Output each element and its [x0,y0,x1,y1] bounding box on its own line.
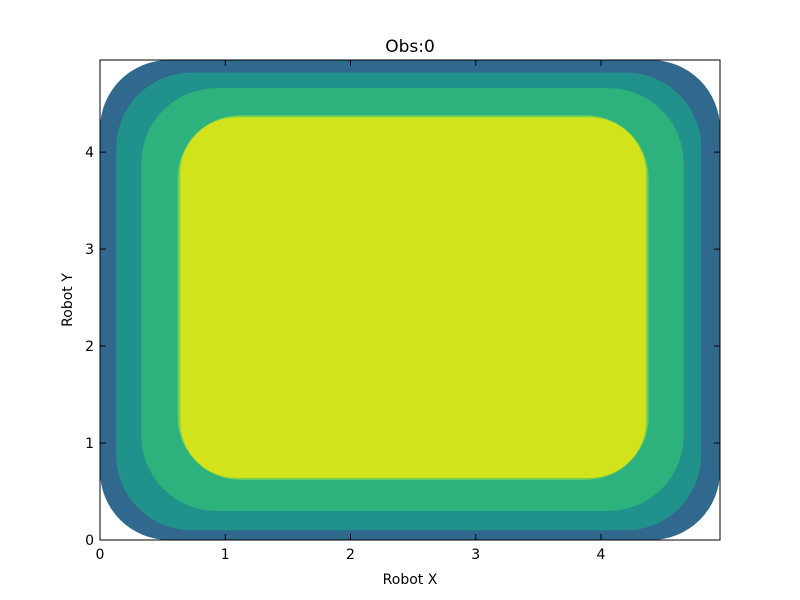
x-tick-label: 2 [346,547,355,563]
x-tick-label: 1 [221,547,230,563]
x-tick-label: 4 [597,547,606,563]
contour-band-5 [180,117,647,478]
y-tick-label: 3 [85,242,94,258]
y-axis-label: Robot Y [60,273,76,327]
chart-title: Obs:0 [385,37,435,57]
y-tick-label: 2 [85,339,94,355]
x-tick-label: 0 [96,547,105,563]
tick-marks: 0 1 2 3 4 0 1 2 3 4 [85,60,720,563]
y-tick-label: 0 [85,533,94,549]
x-tick-label: 3 [471,547,480,563]
plot-frame [99,59,721,541]
x-axis-label: Robot X [383,572,438,588]
y-tick-label: 4 [85,145,94,161]
y-tick-label: 1 [85,436,94,452]
contour-fill [100,60,720,540]
